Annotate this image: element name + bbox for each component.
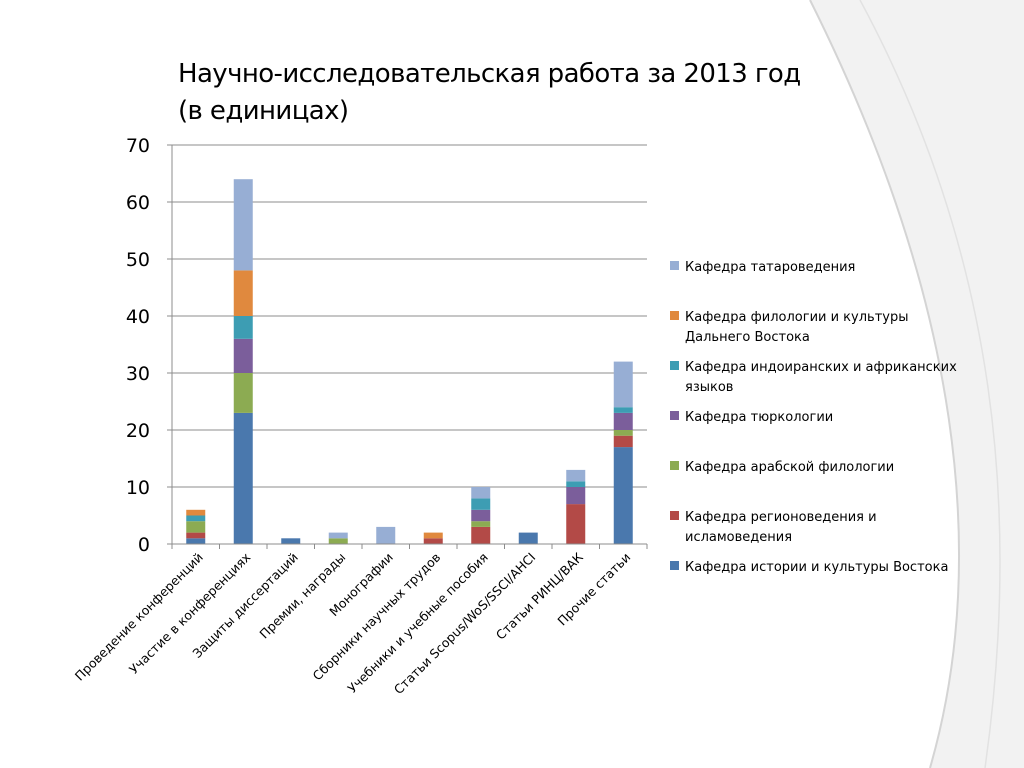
chart-title: Научно-исследовательская работа за 2013 … bbox=[178, 56, 878, 130]
legend-label: языков bbox=[685, 380, 733, 395]
bar-segment bbox=[566, 481, 586, 487]
bar-segment bbox=[613, 361, 633, 408]
legend-label: Кафедра регионоведения и bbox=[685, 510, 877, 525]
legend-swatch bbox=[670, 311, 679, 320]
x-tick-label: Статьи РИНЦ/ВАК bbox=[493, 549, 586, 642]
y-tick-label: 50 bbox=[126, 249, 150, 271]
bar-segment bbox=[471, 487, 491, 499]
legend-swatch bbox=[670, 361, 679, 370]
bar-segment bbox=[471, 509, 491, 522]
legend-label: Кафедра филологии и культуры bbox=[685, 310, 908, 325]
bar-segment bbox=[233, 179, 253, 271]
legend-swatch bbox=[670, 511, 679, 520]
bar-segment bbox=[186, 538, 206, 544]
bar-segment bbox=[566, 487, 586, 505]
legend-label: Кафедра татароведения bbox=[685, 260, 855, 275]
bar-segment bbox=[613, 407, 633, 413]
bar-segment bbox=[471, 526, 491, 544]
legend-label: Дальнего Востока bbox=[685, 330, 810, 345]
chart-title-line-2: (в единицах) bbox=[178, 96, 349, 126]
bar-segment bbox=[423, 538, 443, 544]
bar-segment bbox=[328, 532, 348, 539]
y-tick-label: 10 bbox=[126, 477, 150, 499]
bar-segment bbox=[233, 338, 253, 373]
legend-label: Кафедра тюркологии bbox=[685, 410, 833, 425]
legend-label: Кафедра истории и культуры Востока bbox=[685, 560, 948, 575]
bar-segment bbox=[471, 521, 491, 527]
legend-label: Кафедра индоиранских и африканских bbox=[685, 360, 957, 375]
bar-segment bbox=[613, 430, 633, 436]
y-tick-label: 30 bbox=[126, 363, 150, 385]
bar-segment bbox=[471, 498, 491, 510]
bar-segment bbox=[613, 447, 633, 544]
y-axis-ticks: 0 10 20 30 40 50 60 70 bbox=[126, 135, 172, 556]
bar-segment bbox=[233, 412, 253, 544]
y-tick-label: 60 bbox=[126, 192, 150, 214]
bar-segment bbox=[518, 532, 538, 544]
legend-label: Кафедра арабской филологии bbox=[685, 460, 894, 475]
bar-segment bbox=[613, 412, 633, 430]
bar-segment bbox=[186, 532, 206, 539]
bar-segment bbox=[233, 316, 253, 339]
legend-swatch bbox=[670, 261, 679, 270]
bar-segment bbox=[566, 469, 586, 482]
bar-segment bbox=[613, 435, 633, 448]
decor-swoosh-arc bbox=[809, 0, 960, 768]
y-tick-label: 0 bbox=[138, 534, 150, 556]
decor-swoosh-arc-2 bbox=[859, 0, 1001, 768]
bars bbox=[186, 179, 633, 544]
bar-segment bbox=[328, 538, 348, 544]
bar-segment bbox=[186, 515, 206, 522]
axes bbox=[171, 145, 648, 549]
bar-segment bbox=[186, 521, 206, 533]
bar-segment bbox=[566, 504, 586, 544]
legend-label: исламоведения bbox=[685, 530, 792, 545]
bar-segment bbox=[186, 509, 206, 516]
x-tick-label: Премии, награды bbox=[256, 550, 348, 642]
legend: Кафедра татароведения Кафедра филологии и… bbox=[670, 260, 957, 575]
legend-swatch bbox=[670, 411, 679, 420]
bar-segment bbox=[423, 532, 443, 539]
y-tick-label: 20 bbox=[126, 420, 150, 442]
bar-segment bbox=[233, 373, 253, 413]
legend-swatch bbox=[670, 461, 679, 470]
y-tick-label: 70 bbox=[126, 135, 150, 157]
chart-title-line-1: Научно-исследовательская работа за 2013 … bbox=[178, 59, 801, 89]
decor-swoosh-light bbox=[810, 0, 1024, 768]
bar-segment bbox=[233, 270, 253, 316]
y-tick-label: 40 bbox=[126, 306, 150, 328]
bar-segment bbox=[281, 538, 301, 544]
bar-segment bbox=[376, 526, 396, 544]
legend-swatch bbox=[670, 561, 679, 570]
